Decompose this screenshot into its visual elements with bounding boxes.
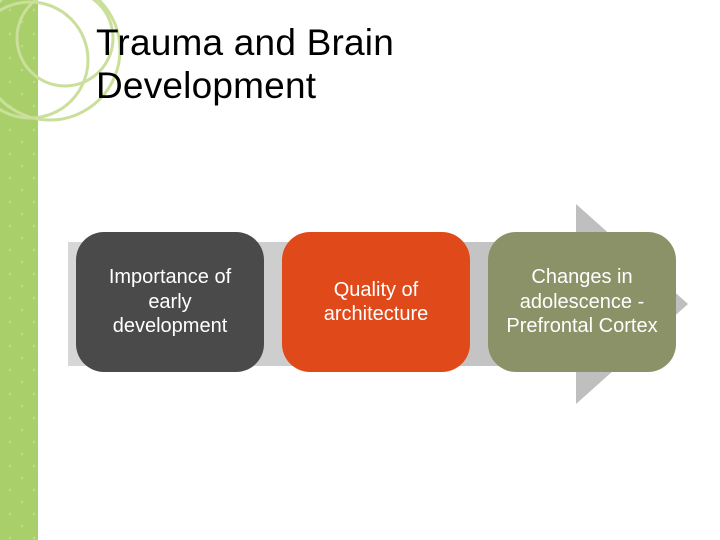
step-box-2: Quality of architecture: [282, 232, 470, 372]
step-box-1: Importance of early development: [76, 232, 264, 372]
step-label: Quality of architecture: [298, 278, 454, 327]
step-label: Changes in adolescence - Prefrontal Cort…: [504, 265, 660, 338]
page-title: Trauma and BrainDevelopment: [96, 22, 394, 107]
step-box-3: Changes in adolescence - Prefrontal Cort…: [488, 232, 676, 372]
step-label: Importance of early development: [92, 265, 248, 338]
